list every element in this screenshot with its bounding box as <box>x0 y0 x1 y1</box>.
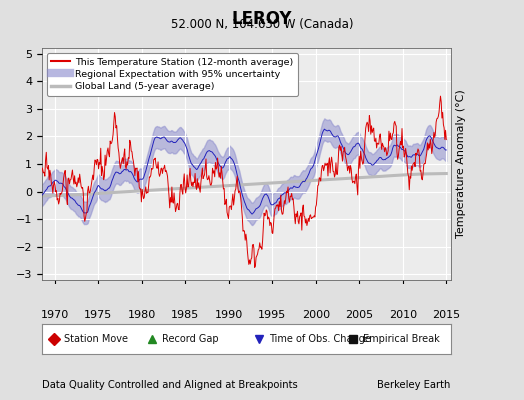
Text: LEROY: LEROY <box>232 10 292 28</box>
Text: 52.000 N, 104.630 W (Canada): 52.000 N, 104.630 W (Canada) <box>171 18 353 31</box>
Legend: This Temperature Station (12-month average), Regional Expectation with 95% uncer: This Temperature Station (12-month avera… <box>47 53 298 96</box>
Y-axis label: Temperature Anomaly (°C): Temperature Anomaly (°C) <box>456 90 466 238</box>
Text: Station Move: Station Move <box>64 334 128 344</box>
Text: Time of Obs. Change: Time of Obs. Change <box>269 334 370 344</box>
Text: Berkeley Earth: Berkeley Earth <box>377 380 451 390</box>
Text: Empirical Break: Empirical Break <box>363 334 440 344</box>
Text: Data Quality Controlled and Aligned at Breakpoints: Data Quality Controlled and Aligned at B… <box>42 380 298 390</box>
Text: Record Gap: Record Gap <box>162 334 219 344</box>
